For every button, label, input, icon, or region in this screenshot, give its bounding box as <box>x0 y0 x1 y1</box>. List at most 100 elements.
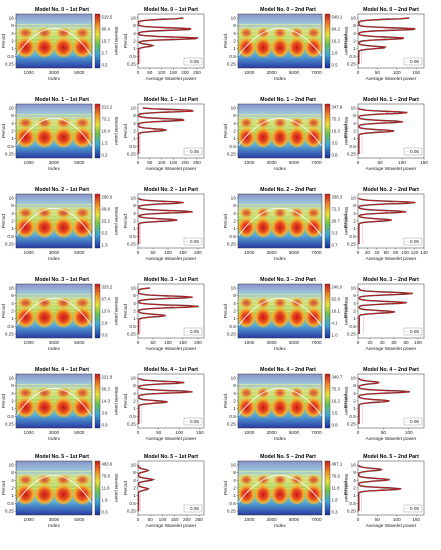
avg-tick-label: 100 <box>398 160 406 165</box>
index-axis-label: Index <box>48 166 60 172</box>
power-hotspot <box>53 306 74 329</box>
avg-axis-label: Average Wavelet power <box>366 76 417 82</box>
legend-label: 0.05 <box>410 506 419 511</box>
period-tick-label: 0.25 <box>347 242 356 247</box>
period-tick-label: 16 <box>131 286 137 291</box>
colorbar-label: Wavelet power <box>114 297 119 326</box>
period-tick-label: 4 <box>353 301 356 306</box>
avg-tick-label: 120 <box>411 250 419 255</box>
index-axis-label: Index <box>48 523 60 529</box>
panel-title: Model No. 1 – 1st Part <box>35 97 89 103</box>
period-tick-label: 16 <box>351 106 357 111</box>
panel-title: Model No. 0 – 2nd Part <box>363 7 419 13</box>
panel-1-3: Model No. 1 – 2nd Part 16 8 4 2 1 0.5 0.25 Perio… <box>343 97 428 172</box>
legend-label: 0.05 <box>190 506 199 511</box>
power-hotspot <box>253 306 273 329</box>
panel-title: Model No. 1 – 2nd Part <box>260 97 316 103</box>
power-hotspot <box>306 27 321 39</box>
cone-of-influence <box>15 208 93 237</box>
colorbar-tick-label: 0.3 <box>332 510 339 515</box>
panel-5-2: Model No. 5 – 2nd Part 16 8 4 2 1 0.5 0.25 Perio… <box>223 454 349 529</box>
index-tick-label: 3000 <box>266 70 277 75</box>
spectrum-band <box>16 401 92 402</box>
period-tick-label: 8 <box>133 383 136 388</box>
significance-curve <box>362 377 391 424</box>
colorbar-tick-label: 246.0 <box>332 285 343 290</box>
power-hotspot <box>17 117 34 129</box>
power-hotspot <box>287 306 307 329</box>
colorbar-tick-label: 10.4 <box>102 129 111 134</box>
period-tick-label: 0.25 <box>127 422 136 427</box>
power-hotspot <box>287 216 307 239</box>
period-tick-label: 4 <box>233 478 236 483</box>
panel-title: Model No. 0 – 1st Part <box>144 7 198 13</box>
period-tick-label: 16 <box>9 286 15 291</box>
colorbar <box>94 373 101 429</box>
spectrum-band <box>238 114 322 115</box>
index-tick-label: 7000 <box>311 517 322 522</box>
index-tick-label: 3000 <box>266 250 277 255</box>
period-tick-label: 16 <box>351 376 357 381</box>
spectrum-band <box>16 488 92 489</box>
power-hotspot <box>53 483 74 506</box>
power-hotspot <box>74 297 91 309</box>
period-tick-label: 1 <box>133 316 136 321</box>
colorbar-tick-label: 2.7 <box>102 51 109 56</box>
period-tick-label: 0.25 <box>127 509 136 514</box>
legend-label: 0.05 <box>410 59 419 64</box>
power-hotspot <box>72 396 93 419</box>
colorbar-tick-label: 2.8 <box>332 51 339 56</box>
panel-title: Model No. 4 – 1st Part <box>144 367 198 373</box>
spectrum-band <box>16 217 92 219</box>
period-tick-label: 2 <box>133 129 136 134</box>
panel-3-1: Model No. 3 – 1st Part 16 8 4 2 1 0.5 0.25 Perio… <box>123 277 205 352</box>
period-tick-label: 8 <box>233 23 236 28</box>
avg-tick-label: 50 <box>150 250 156 255</box>
power-hotspot <box>72 216 93 239</box>
period-tick-label: 4 <box>353 31 356 36</box>
avg-tick-label: 100 <box>405 430 413 435</box>
power-hotspot <box>239 117 254 129</box>
period-tick-label: 0.5 <box>129 501 136 506</box>
period-tick-label: 0.5 <box>229 54 236 59</box>
index-axis-label: Index <box>274 166 286 172</box>
significance-curve <box>361 107 389 154</box>
period-tick-label: 4 <box>11 31 14 36</box>
avg-tick-label: 100 <box>393 517 401 522</box>
index-tick-label: 3000 <box>49 250 60 255</box>
period-tick-label: 8 <box>11 383 14 388</box>
colorbar-tick-label: 0.7 <box>332 243 339 248</box>
index-tick-label: 5000 <box>74 430 85 435</box>
legend-label: 0.05 <box>410 239 419 244</box>
index-tick-label: 7000 <box>311 430 322 435</box>
avg-tick-label: 150 <box>412 517 420 522</box>
colorbar-tick-label: 72.3 <box>332 207 341 212</box>
spectrum-band <box>16 221 92 222</box>
power-hotspot <box>306 207 321 219</box>
period-tick-label: 4 <box>133 211 136 216</box>
colorbar-tick-label: 0.8 <box>332 153 339 158</box>
index-axis-label: Index <box>274 436 286 442</box>
period-tick-label: 0.5 <box>7 234 14 239</box>
period-axis-label: Period <box>123 34 129 48</box>
period-tick-label: 2 <box>11 219 14 224</box>
colorbar-label: Wavelet power <box>344 117 349 146</box>
period-tick-label: 0.5 <box>129 144 136 149</box>
colorbar-tick-label: 75.3 <box>332 387 341 392</box>
panel-5-3: Model No. 5 – 2nd Part 16 8 4 2 1 0.5 0.25 Perio… <box>343 454 425 529</box>
period-tick-label: 1 <box>233 493 236 498</box>
colorbar <box>324 103 331 159</box>
power-hotspot <box>270 483 290 506</box>
period-tick-label: 0.25 <box>227 332 236 337</box>
power-hotspot <box>253 396 273 419</box>
colorbar-tick-label: 26.7 <box>332 219 341 224</box>
colorbar-tick-label: 2.8 <box>102 321 109 326</box>
legend-box <box>183 147 203 156</box>
legend-label: 0.05 <box>410 419 419 424</box>
period-tick-label: 1 <box>11 136 14 141</box>
period-tick-label: 4 <box>233 391 236 396</box>
avg-tick-label: 0 <box>357 430 360 435</box>
spectrum-band <box>16 394 92 396</box>
spectrum-band <box>238 204 322 205</box>
period-tick-label: 1 <box>133 226 136 231</box>
